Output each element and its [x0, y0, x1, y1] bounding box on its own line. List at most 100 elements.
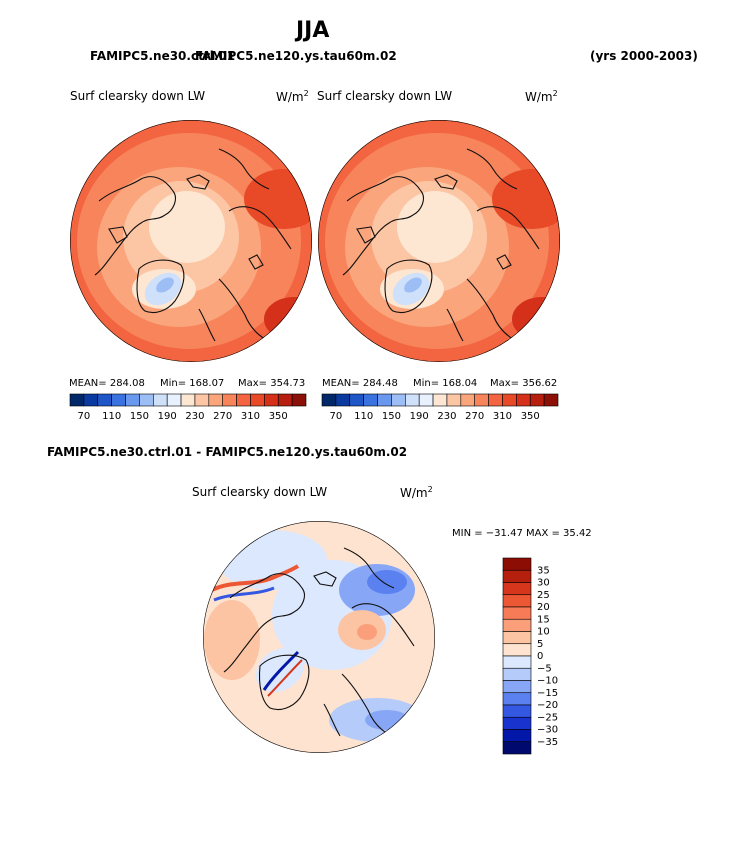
years-label: (yrs 2000-2003) — [590, 49, 698, 63]
map1-warm-sector — [244, 169, 312, 229]
map-panel-control — [70, 120, 312, 362]
panel2-colorbar-box — [363, 393, 378, 407]
panel2-colorbar-box — [446, 393, 462, 407]
panel1-colorbar-box — [264, 393, 279, 407]
diff-streak-cold — [213, 586, 275, 602]
diff-colorbar-box — [502, 557, 532, 571]
map1-greenland-core — [156, 277, 174, 293]
diff-colorbar-box — [502, 729, 532, 743]
panel1-colorbar-tick: 190 — [158, 411, 177, 422]
panel1-colorbar-box — [208, 393, 224, 407]
panel2-mean: MEAN= 284.48 — [322, 378, 398, 389]
diff-greenland-edge-warm — [267, 659, 303, 697]
diff-colorbar-box — [502, 618, 532, 632]
diff-colorbar-tick: 0 — [537, 651, 543, 662]
diff-west-positive — [204, 600, 260, 680]
panel1-colorbar-tick: 230 — [185, 411, 204, 422]
case-name-control: FAMIPC5.ne30.ctrl.01 — [90, 49, 236, 63]
diff-colorbar-tick: −10 — [537, 676, 558, 687]
panel2-colorbar-box — [543, 393, 559, 407]
diff-colorbar-box — [502, 680, 532, 694]
panel2-colorbar-box — [502, 393, 517, 407]
map-panel-test — [318, 120, 560, 362]
diff-colorbar-box — [502, 704, 532, 718]
colorbar-control: 70 110 150 190 230 270 310 350 — [69, 393, 307, 422]
diff-europe-core — [365, 710, 409, 730]
panel2-colorbar-box — [474, 393, 489, 407]
panel2-colorbar-box — [516, 393, 531, 407]
panel2-colorbar-tick: 190 — [410, 411, 429, 422]
panel2-colorbar-box — [488, 393, 503, 407]
panel2-colorbar-box — [391, 393, 406, 407]
diff-colorbar-tick: −20 — [537, 700, 558, 711]
panel1-colorbar-box — [139, 393, 154, 407]
panel1-colorbar-tick: 310 — [241, 411, 260, 422]
panel1-colorbar-tick: 110 — [102, 411, 121, 422]
panel1-min: Min= 168.07 — [160, 378, 225, 389]
panel1-units: W/m2 — [276, 89, 309, 104]
panel2-colorbar-tick: 310 — [493, 411, 512, 422]
panel1-colorbar-box — [180, 393, 196, 407]
panel2-min: Min= 168.04 — [413, 378, 478, 389]
diff-colorbar-box — [502, 569, 532, 583]
diff-colorbar-box — [502, 631, 532, 645]
diff-colorbar-box — [502, 741, 532, 755]
diff-colorbar-box — [502, 716, 532, 730]
panel1-colorbar-box — [236, 393, 251, 407]
map2-warm-sector — [492, 169, 560, 229]
map1-coastlines — [94, 148, 292, 362]
diff-colorbar-box — [502, 667, 532, 681]
diff-streak-warm — [211, 564, 300, 592]
diff-colorbar-tick: 5 — [537, 639, 543, 650]
diff-colorbar-tick: −15 — [537, 688, 558, 699]
case-name-test: FAMIPC5.ne120.ys.tau60m.02 — [195, 49, 397, 63]
panel1-colorbar-box — [83, 393, 99, 407]
panel2-colorbar-tick: 70 — [330, 411, 343, 422]
panel2-colorbar-box — [321, 393, 337, 407]
panel1-colorbar-box — [111, 393, 126, 407]
map-panel-difference — [203, 521, 435, 753]
map2-arctic-ocean — [397, 191, 473, 263]
main-title: JJA — [296, 18, 330, 43]
panel1-colorbar-box — [194, 393, 210, 407]
panel1-colorbar-box — [69, 393, 85, 407]
panel1-colorbar-tick: 70 — [78, 411, 91, 422]
panel2-colorbar-box — [418, 393, 434, 407]
panel2-colorbar-box — [335, 393, 351, 407]
diff-colorbar-box — [502, 655, 532, 669]
panel1-colorbar-box — [222, 393, 237, 407]
panel2-colorbar-box — [432, 393, 448, 407]
panel2-colorbar-box — [349, 393, 364, 407]
panel2-colorbar-box — [460, 393, 476, 407]
panel2-colorbar-box — [377, 393, 392, 407]
diff-minmax: MIN = −31.47 MAX = 35.42 — [452, 528, 592, 539]
diff-units: W/m2 — [400, 485, 433, 500]
diff-colorbar-tick: 20 — [537, 602, 550, 613]
panel2-title: Surf clearsky down LW — [317, 89, 453, 103]
diff-colorbar-tick: −30 — [537, 725, 558, 736]
diff-colorbar-tick: −35 — [537, 737, 558, 748]
panel1-colorbar-box — [277, 393, 293, 407]
panel1-colorbar-box — [125, 393, 140, 407]
panel1-colorbar-tick: 350 — [269, 411, 288, 422]
panel2-colorbar-tick: 230 — [437, 411, 456, 422]
panel1-colorbar-box — [97, 393, 112, 407]
diff-colorbar-tick: −5 — [537, 663, 552, 674]
panel1-mean: MEAN= 284.08 — [69, 378, 145, 389]
diff-colorbar-box — [502, 643, 532, 657]
panel1-max: Max= 354.73 — [238, 378, 306, 389]
diff-colorbar-tick: 15 — [537, 614, 550, 625]
panel1-colorbar-tick: 270 — [213, 411, 232, 422]
panel1-colorbar-box — [166, 393, 182, 407]
panel1-colorbar-tick: 150 — [130, 411, 149, 422]
diff-north-negative — [217, 530, 327, 590]
panel2-colorbar-tick: 270 — [465, 411, 484, 422]
difference-heading: FAMIPC5.ne30.ctrl.01 - FAMIPC5.ne120.ys.… — [47, 445, 408, 459]
colorbar-test: 70 110 150 190 230 270 310 350 — [321, 393, 559, 422]
diff-colorbar-box — [502, 582, 532, 596]
map2-max-area — [549, 319, 560, 335]
panel1-colorbar-box — [250, 393, 265, 407]
panel1-title: Surf clearsky down LW — [70, 89, 206, 103]
panel2-colorbar-box — [404, 393, 420, 407]
